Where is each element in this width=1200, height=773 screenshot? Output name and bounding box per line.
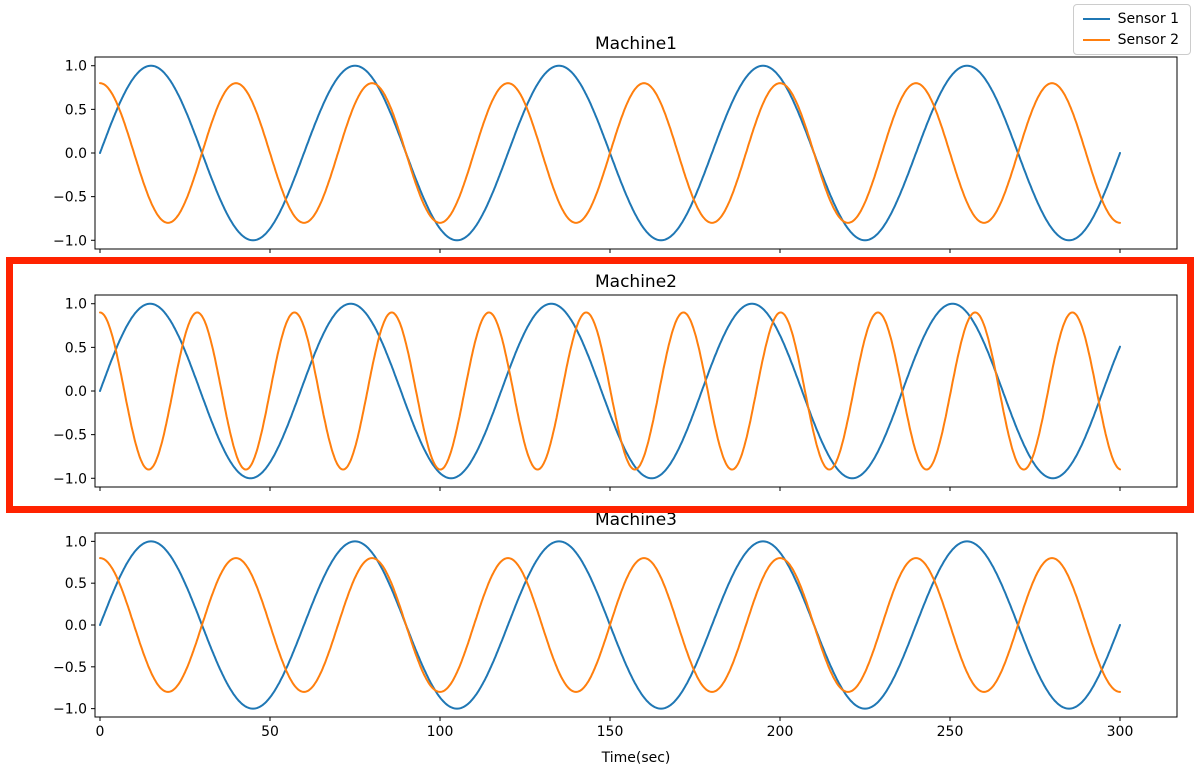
subplot-machine3: Machine3 1.0 0.5 0.0 −0.5 −1.0 0 50 100 150 200 250… xyxy=(53,510,1178,766)
series-line-machine2-sensor-1 xyxy=(99,302,1121,480)
subplot-title-machine1: Machine1 xyxy=(595,34,677,54)
legend-item-sensor1: Sensor 1 xyxy=(1082,11,1179,27)
y-tick-label: −0.5 xyxy=(53,190,87,206)
y-tick-label: 0.0 xyxy=(65,618,87,634)
legend-line-sensor2-swatch xyxy=(1082,39,1110,41)
x-axis-label: Time(sec) xyxy=(601,750,671,766)
legend-item-sensor2: Sensor 2 xyxy=(1082,32,1179,48)
y-tick-label: 1.0 xyxy=(65,297,87,313)
x-tick-label: 150 xyxy=(597,724,624,740)
series-line-machine3-sensor-2 xyxy=(99,557,1121,693)
y-tick-label: 0.5 xyxy=(65,102,87,118)
y-tick-label: −1.0 xyxy=(53,702,87,718)
series-line-machine2-sensor-2 xyxy=(99,311,1121,471)
legend-label-sensor1: Sensor 1 xyxy=(1117,11,1179,27)
y-tick-label: −1.0 xyxy=(53,471,87,487)
axes-frame-machine1 xyxy=(94,56,1178,250)
x-tick-label: 200 xyxy=(767,724,794,740)
series-line-machine1-sensor-2 xyxy=(99,82,1121,224)
y-tick-label: 0.0 xyxy=(65,384,87,400)
axes-frame-machine3 xyxy=(94,532,1178,718)
legend: Sensor 1 Sensor 2 xyxy=(1072,4,1191,55)
y-tick-label: 1.0 xyxy=(65,59,87,75)
subplot-title-machine3: Machine3 xyxy=(595,510,677,530)
x-tick-label: 100 xyxy=(427,724,454,740)
subplot-title-machine2: Machine2 xyxy=(595,272,677,292)
x-tick-label: 50 xyxy=(261,724,279,740)
y-tick-label: 1.0 xyxy=(65,534,87,550)
y-tick-label: −0.5 xyxy=(53,428,87,444)
x-tick-label: 0 xyxy=(96,724,105,740)
subplot-machine2: Machine2 1.0 0.5 0.0 −0.5 −1.0 xyxy=(53,272,1178,491)
x-tick-label: 300 xyxy=(1107,724,1134,740)
x-tick-label: 250 xyxy=(937,724,964,740)
y-tick-label: −1.0 xyxy=(53,233,87,249)
legend-line-sensor1-swatch xyxy=(1082,18,1110,20)
y-tick-label: 0.0 xyxy=(65,146,87,162)
y-tick-label: 0.5 xyxy=(65,576,87,592)
subplot-machine1: Machine1 1.0 0.5 0.0 −0.5 −1.0 xyxy=(53,34,1178,253)
legend-label-sensor2: Sensor 2 xyxy=(1117,32,1179,48)
y-tick-label: 0.5 xyxy=(65,340,87,356)
y-tick-label: −0.5 xyxy=(53,660,87,676)
